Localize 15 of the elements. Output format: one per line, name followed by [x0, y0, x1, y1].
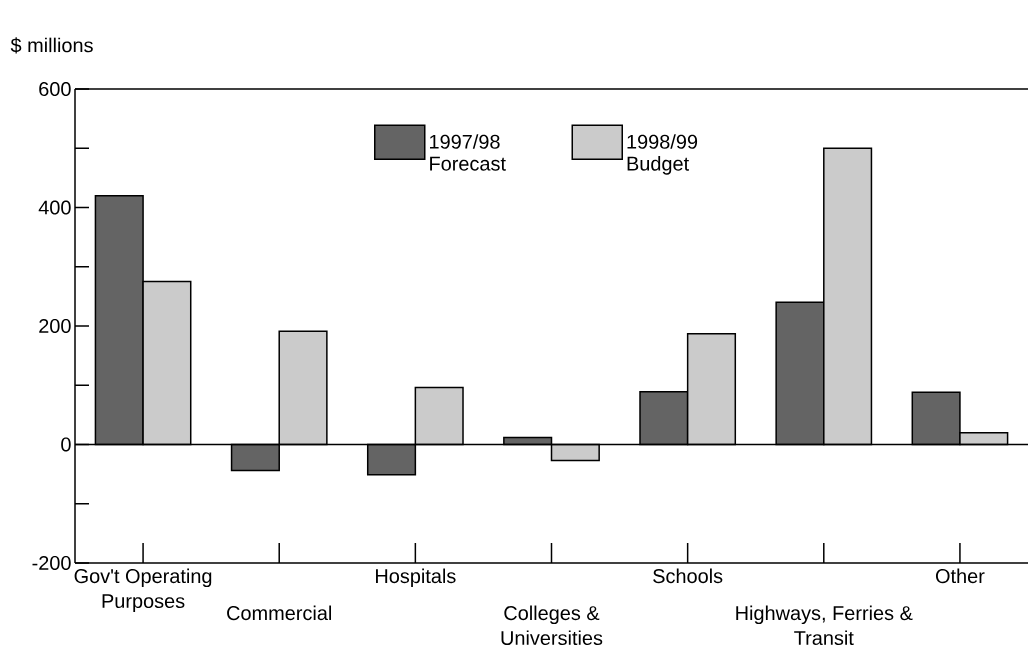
x-tick-label: Highways, Ferries & Transit	[736, 605, 913, 646]
legend-label: 1997/98 Forecast	[430, 134, 506, 171]
x-tick-label: Commercial	[227, 605, 332, 621]
x-tick-label: Schools	[653, 568, 723, 584]
y-tick-label: 200	[39, 318, 71, 334]
y-tick-label: 400	[38, 200, 71, 215]
y-tick-label: -200	[32, 555, 71, 571]
x-tick-label: Colleges & Universities	[501, 605, 603, 646]
y-tick-label: 0	[61, 437, 71, 452]
y-axis-title: $ millions	[10, 37, 93, 54]
x-tick-label: Other	[935, 568, 985, 584]
y-tick-label: 600	[39, 81, 71, 97]
legend-label: 1998/99 Budget	[627, 134, 698, 175]
x-tick-label: Hospitals	[376, 568, 456, 588]
x-tick-label: Gov't Operating Purposes	[74, 568, 212, 612]
